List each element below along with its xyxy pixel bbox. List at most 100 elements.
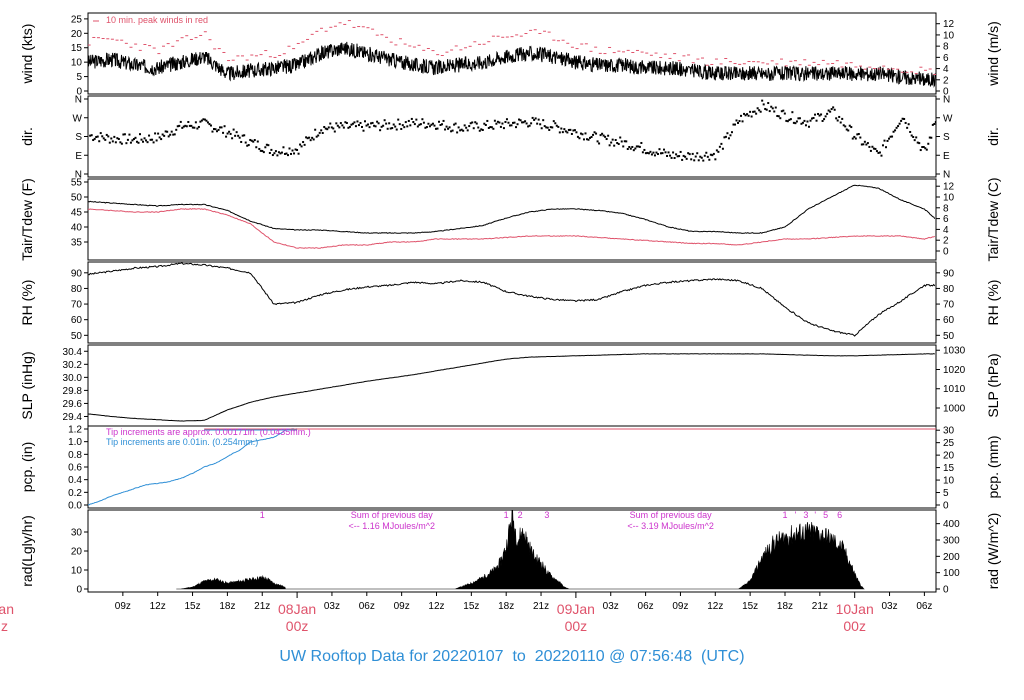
pcp-annotation-fine: Tip increments are 0.01in. (0.254mm.) bbox=[106, 437, 258, 447]
direction-point bbox=[495, 122, 498, 125]
direction-point bbox=[160, 138, 163, 141]
left-tick-label: 0.2 bbox=[68, 488, 82, 499]
direction-point bbox=[140, 138, 143, 141]
direction-point bbox=[143, 137, 146, 140]
direction-point bbox=[436, 127, 439, 130]
direction-point bbox=[832, 106, 835, 109]
direction-point bbox=[229, 132, 232, 135]
dir-tick-label-left: S bbox=[75, 132, 82, 143]
direction-point bbox=[244, 141, 247, 144]
direction-point bbox=[655, 151, 658, 154]
direction-point bbox=[604, 135, 607, 138]
direction-point bbox=[300, 145, 303, 148]
direction-point bbox=[149, 138, 152, 141]
direction-point bbox=[483, 122, 486, 125]
direction-point bbox=[685, 157, 688, 160]
direction-point bbox=[114, 141, 117, 144]
direction-point bbox=[158, 136, 161, 139]
direction-point bbox=[842, 124, 845, 127]
direction-point bbox=[383, 119, 386, 122]
direction-point bbox=[599, 134, 602, 137]
direction-point bbox=[197, 125, 200, 128]
direction-point bbox=[551, 126, 554, 129]
direction-point bbox=[814, 113, 817, 116]
direction-point bbox=[280, 151, 283, 154]
footer-tz: (UTC) bbox=[701, 648, 745, 665]
direction-point bbox=[649, 150, 652, 153]
time-axis: 09z 12z 15z 18z 21z 03z 06z 09z 12z 15z 18z 21z 03z 0… bbox=[0, 592, 932, 634]
direction-point bbox=[866, 142, 869, 145]
direction-point bbox=[119, 141, 122, 144]
direction-point bbox=[715, 149, 718, 152]
direction-point bbox=[785, 119, 788, 122]
direction-point bbox=[682, 154, 685, 157]
hour-tick-label: 03z bbox=[881, 601, 897, 612]
footer-end-date: 20220110 bbox=[534, 648, 605, 665]
direction-point bbox=[264, 146, 267, 149]
direction-point bbox=[424, 126, 427, 129]
direction-point bbox=[631, 145, 634, 148]
direction-point bbox=[767, 102, 770, 105]
direction-point bbox=[178, 124, 181, 127]
direction-point bbox=[792, 121, 795, 124]
direction-point bbox=[614, 139, 617, 142]
direction-point bbox=[857, 132, 860, 135]
direction-point bbox=[519, 119, 522, 122]
panel-wind: wind (kts) wind (m/s)05101520250246810121… bbox=[19, 12, 1001, 98]
direction-point bbox=[877, 151, 880, 154]
direction-point bbox=[676, 155, 679, 158]
hour-tick-label: 15z bbox=[742, 601, 758, 612]
right-tick-label: 400 bbox=[943, 519, 960, 530]
direction-point bbox=[184, 124, 187, 127]
direction-point bbox=[427, 122, 430, 125]
direction-point bbox=[433, 124, 436, 127]
direction-point bbox=[308, 136, 311, 139]
direction-point bbox=[125, 142, 128, 145]
direction-point bbox=[619, 136, 622, 139]
left-tick-label: 25 bbox=[71, 14, 83, 25]
direction-point bbox=[564, 130, 567, 133]
direction-point bbox=[376, 120, 379, 123]
direction-point bbox=[146, 141, 149, 144]
direction-point bbox=[90, 134, 93, 137]
direction-point bbox=[450, 130, 453, 133]
direction-point bbox=[362, 129, 365, 132]
direction-point bbox=[694, 155, 697, 158]
direction-point bbox=[219, 126, 222, 129]
direction-point bbox=[374, 125, 377, 128]
direction-point bbox=[370, 122, 373, 125]
left-tick-label: 10 bbox=[71, 566, 83, 577]
hour-tick-label: 15z bbox=[463, 601, 479, 612]
series-line-pcp-0 bbox=[88, 428, 298, 506]
direction-point bbox=[234, 134, 237, 137]
direction-point bbox=[135, 140, 138, 143]
direction-point bbox=[209, 124, 212, 127]
direction-point bbox=[240, 140, 243, 143]
direction-point bbox=[555, 124, 558, 127]
direction-point bbox=[123, 133, 126, 136]
direction-point bbox=[256, 140, 259, 143]
right-tick-label: 0 bbox=[943, 87, 949, 98]
ylabel-left-rh: RH (%) bbox=[19, 280, 35, 326]
direction-point bbox=[344, 121, 347, 124]
direction-point bbox=[342, 126, 345, 129]
direction-point bbox=[516, 123, 519, 126]
direction-point bbox=[684, 155, 687, 158]
direction-point bbox=[844, 125, 847, 128]
direction-point bbox=[336, 124, 339, 127]
wind-annotation: 10 min. peak winds in red bbox=[106, 15, 208, 25]
direction-point bbox=[465, 126, 468, 129]
direction-point bbox=[678, 155, 681, 158]
direction-point bbox=[833, 108, 836, 111]
direction-point bbox=[99, 132, 102, 135]
right-tick-label: 100 bbox=[943, 568, 960, 579]
direction-point bbox=[791, 111, 794, 114]
direction-point bbox=[274, 150, 277, 153]
direction-point bbox=[878, 151, 881, 154]
direction-point bbox=[922, 145, 925, 148]
direction-point bbox=[567, 128, 570, 131]
direction-point bbox=[653, 154, 656, 157]
direction-point bbox=[749, 110, 752, 113]
dir-tick-label-right: W bbox=[943, 113, 953, 124]
left-tick-label: 30.4 bbox=[63, 347, 83, 358]
